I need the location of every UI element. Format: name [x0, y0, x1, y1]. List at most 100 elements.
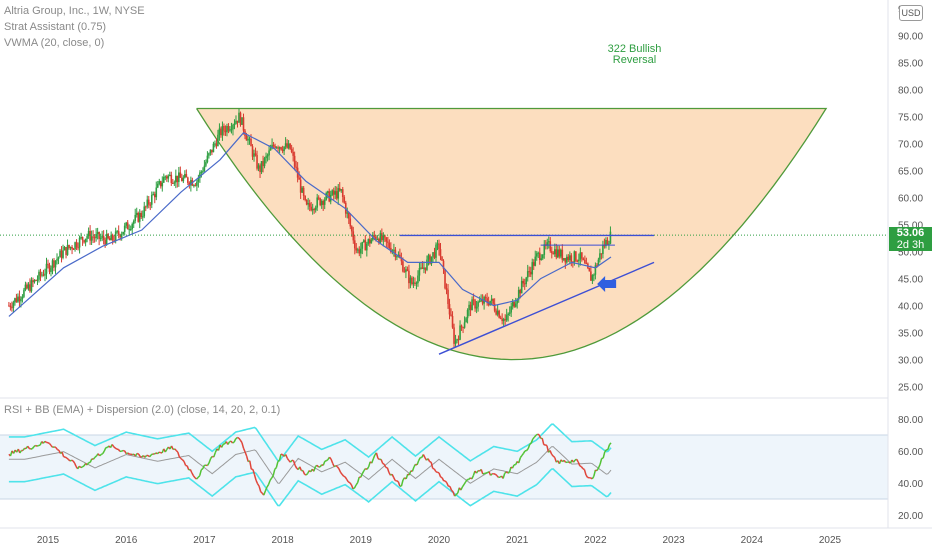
rsi-line-segment: [440, 476, 443, 479]
rsi-line-segment: [113, 446, 116, 449]
rsi-line-segment: [361, 470, 365, 474]
price-tick-label: 60.00: [898, 194, 923, 205]
candle-body: [122, 231, 124, 235]
rsi-line-segment: [255, 479, 259, 485]
price-tick-label: 65.00: [898, 167, 923, 178]
rsi-line-segment: [375, 452, 379, 459]
rsi-line-segment: [602, 451, 606, 459]
candle-body: [214, 143, 216, 145]
candle-body: [358, 249, 361, 254]
rsi-line-segment: [127, 452, 130, 455]
candle-body: [320, 200, 323, 206]
rsi-line-segment: [552, 455, 556, 459]
rsi-line-segment: [183, 461, 187, 466]
candle-body: [511, 302, 514, 307]
rsi-line-segment: [275, 461, 279, 468]
rsi-line-segment: [595, 469, 598, 472]
rsi-line-segment: [577, 461, 581, 467]
candle-body: [316, 197, 318, 208]
rsi-line-segment: [430, 462, 434, 469]
rsi-line-segment: [413, 463, 417, 468]
candle-body: [332, 190, 335, 195]
rsi-line-segment: [170, 445, 174, 450]
support-trendline[interactable]: [438, 261, 655, 355]
candle-body: [493, 303, 496, 311]
candle-body: [170, 174, 173, 183]
candle-body: [381, 233, 383, 241]
candle-body: [57, 257, 60, 259]
rsi-line-segment: [48, 443, 52, 447]
candle-body: [450, 314, 452, 316]
rsi-line-segment: [321, 464, 324, 467]
candle-body: [126, 222, 129, 230]
indicator-legend-vwma[interactable]: VWMA (20, close, 0): [4, 37, 105, 49]
price-tick-label: 30.00: [898, 356, 923, 367]
candle-body: [218, 128, 221, 135]
rsi-line-segment: [328, 456, 332, 460]
candle-body: [552, 253, 555, 255]
candle-body: [353, 240, 356, 249]
candle-body: [278, 147, 281, 149]
candle-body: [534, 256, 537, 266]
candle-body: [14, 298, 16, 303]
candle-body: [92, 236, 94, 238]
candle-body: [561, 249, 564, 260]
rsi-line-segment: [485, 471, 488, 474]
rsi-line-segment: [554, 457, 558, 463]
candle-body: [262, 161, 264, 167]
rsi-lower-band: [8, 468, 612, 507]
rsi-line-segment: [391, 473, 395, 478]
rsi-line-segment: [28, 447, 32, 450]
candle-body: [442, 260, 445, 270]
rsi-line-segment: [471, 475, 475, 480]
rsi-line-segment: [496, 475, 499, 478]
candle-body: [403, 271, 406, 273]
candle-body: [50, 268, 52, 272]
candle-body: [369, 239, 371, 244]
rsi-line-segment: [266, 484, 270, 488]
candle-body: [153, 194, 156, 198]
candle-body: [585, 263, 588, 265]
candle-body: [480, 299, 482, 302]
candle-body: [235, 120, 237, 124]
candle-body: [454, 340, 457, 344]
candle-body: [179, 172, 182, 178]
candle-body: [116, 231, 118, 233]
rsi-line-segment: [208, 458, 212, 464]
candle-body: [147, 199, 150, 205]
candle-body: [158, 181, 161, 184]
candle-body: [176, 175, 179, 183]
rsi-line-segment: [249, 460, 253, 470]
rsi-line-segment: [582, 467, 585, 471]
candle-body: [247, 139, 249, 141]
currency-badge[interactable]: USD: [899, 5, 923, 21]
rsi-line-segment: [591, 475, 595, 480]
candle-body: [420, 267, 422, 269]
candle-body: [405, 269, 407, 272]
rsi-basis: [8, 446, 612, 484]
candle-body: [60, 250, 63, 258]
candle-body: [486, 298, 488, 303]
candle-body: [299, 179, 302, 193]
rsi-line-segment: [372, 454, 376, 460]
blue-arrow-marker[interactable]: [597, 276, 617, 292]
rsi-line-segment: [518, 457, 522, 464]
candle-body: [498, 310, 500, 318]
candle-body: [268, 150, 270, 156]
symbol-legend[interactable]: Altria Group, Inc., 1W, NYSE: [4, 5, 145, 17]
candle-body: [594, 265, 597, 275]
candle-body: [608, 243, 610, 245]
candle-body: [138, 212, 141, 222]
candle-body: [215, 143, 218, 147]
candle-body: [227, 125, 230, 131]
candle-body: [549, 241, 552, 252]
indicator-legend-strat[interactable]: Strat Assistant (0.75): [4, 21, 107, 33]
rsi-line-segment: [313, 466, 317, 472]
rsi-line-segment: [325, 458, 329, 462]
time-tick-label: 2023: [662, 535, 685, 546]
candle-body: [460, 325, 463, 328]
rsi-line-segment: [267, 480, 271, 485]
candle-body: [356, 249, 359, 251]
candle-body: [433, 252, 436, 258]
